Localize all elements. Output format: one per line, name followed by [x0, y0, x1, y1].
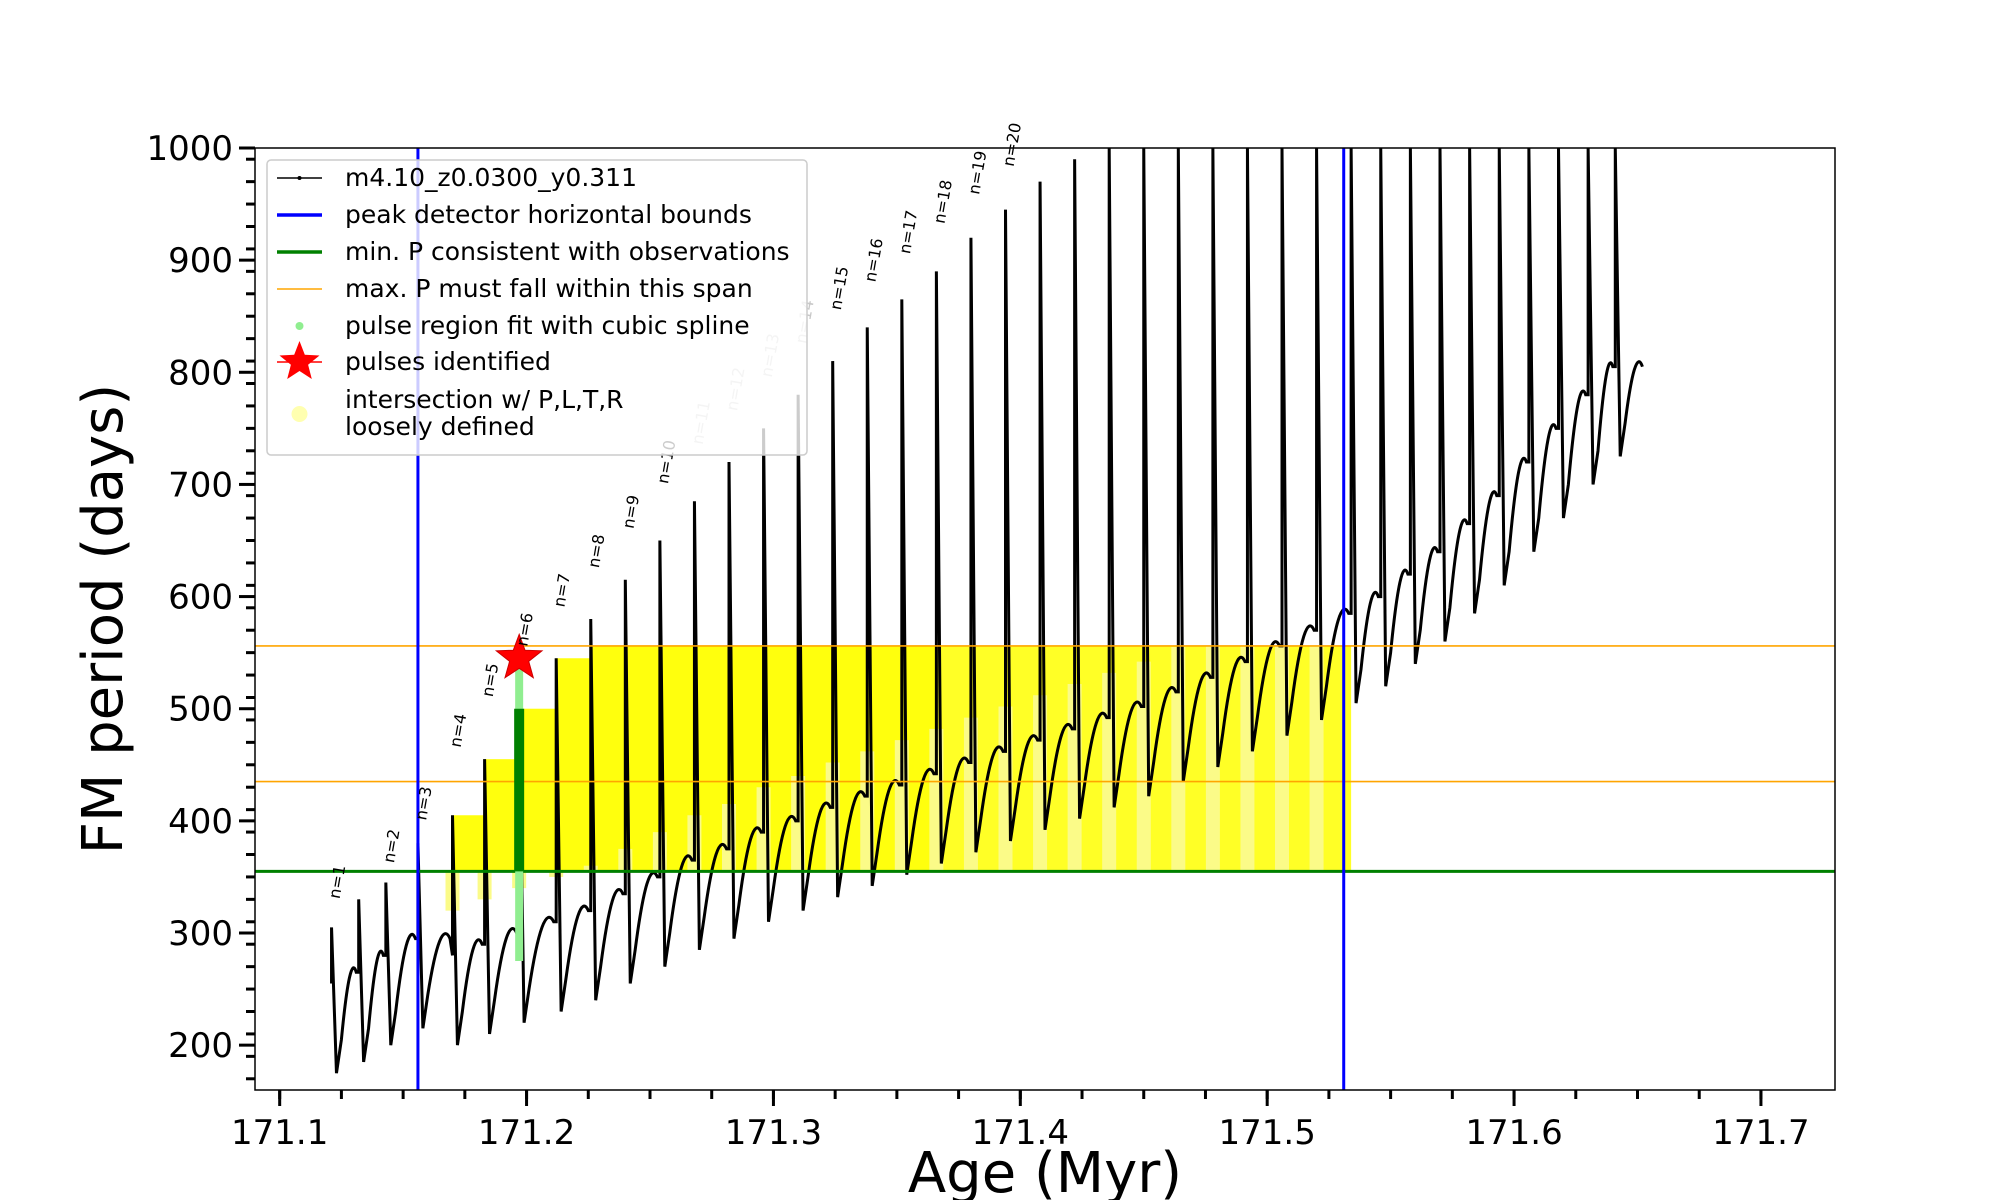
- legend-box: [266, 159, 808, 456]
- plot-area: [255, 148, 1835, 1090]
- y-tick-label: 900: [168, 241, 233, 281]
- pulse-label: n=1: [325, 864, 350, 901]
- x-tick-label: 171.4: [972, 1113, 1069, 1153]
- pulse-label: n=18: [930, 178, 956, 225]
- legend-key-marker: [297, 176, 302, 180]
- pulse-label: n=16: [860, 237, 886, 284]
- legend-label: max. P must fall within this span: [345, 274, 753, 303]
- intersection-band: [484, 759, 520, 872]
- track-line: [330, 148, 1644, 1074]
- x-axis-title: Age (Myr): [908, 1141, 1182, 1200]
- identified-pulse-star: [494, 632, 544, 679]
- legend-label: pulse region fit with cubic spline: [345, 311, 750, 340]
- y-tick-label: 700: [168, 465, 233, 505]
- legend-label: m4.10_z0.0300_y0.311: [345, 163, 637, 192]
- pulse-label: n=15: [826, 265, 852, 312]
- intersection-band: [452, 815, 485, 872]
- intersection-band: [519, 708, 557, 872]
- legend-item-pulses: pulses identified: [277, 341, 551, 379]
- pulse-label: n=19: [964, 149, 990, 196]
- x-tick-label: 171.5: [1219, 1113, 1316, 1153]
- intersection-band: [556, 658, 591, 872]
- legend-item-maxp: max. P must fall within this span: [277, 274, 753, 303]
- pulse-label: n=8: [584, 533, 609, 570]
- intersection-region: [445, 645, 1352, 911]
- x-tick-label: 171.6: [1465, 1113, 1562, 1153]
- legend-label: pulses identified: [345, 347, 551, 376]
- legend-key-marker: [295, 322, 304, 330]
- x-tick-label: 171.2: [478, 1113, 575, 1153]
- pulse-label: n=3: [411, 785, 436, 822]
- y-tick-label: 500: [168, 690, 233, 730]
- pulse-label: n=17: [895, 209, 921, 256]
- y-tick-label: 200: [168, 1026, 233, 1066]
- y-tick-label: 1000: [146, 129, 233, 169]
- pulse-label: n=4: [446, 712, 471, 749]
- pulse-label: n=2: [379, 828, 404, 865]
- legend-label: intersection w/ P,L,T,R: [345, 385, 624, 414]
- y-tick-label: 600: [168, 578, 233, 618]
- plot-frame: [254, 147, 1836, 1091]
- legend-label: loosely defined: [345, 412, 535, 441]
- pulse-label: n=6: [512, 611, 537, 648]
- axes: 171.1 171.2 171.3 171.4 171.5 171.6 171.7 200 30…: [146, 129, 1809, 1153]
- legend-item-minp: min. P consistent with observations: [277, 237, 790, 266]
- x-tick-label: 171.3: [725, 1113, 822, 1153]
- y-tick-label: 800: [168, 353, 233, 393]
- x-tick-label: 171.7: [1712, 1113, 1809, 1153]
- legend-item-spline: pulse region fit with cubic spline: [295, 311, 750, 340]
- legend-label: min. P consistent with observations: [345, 237, 790, 266]
- y-tick-label: 300: [168, 914, 233, 954]
- legend-label: peak detector horizontal bounds: [345, 200, 752, 229]
- intersection-band: [590, 645, 626, 872]
- legend-item-bounds: peak detector horizontal bounds: [277, 200, 752, 229]
- y-axis-title: FM period (days): [71, 384, 136, 854]
- pulse-label: n=20: [999, 121, 1025, 168]
- pulse-label: n=9: [619, 493, 644, 530]
- pulse-label: n=5: [478, 662, 503, 699]
- x-tick-label: 171.1: [231, 1113, 328, 1153]
- y-tick-label: 400: [168, 802, 233, 842]
- legend-item-track: m4.10_z0.0300_y0.311: [277, 163, 637, 192]
- legend-key-marker: [291, 406, 308, 422]
- legend-key-star: [279, 341, 320, 379]
- pulse-label: n=7: [549, 572, 574, 609]
